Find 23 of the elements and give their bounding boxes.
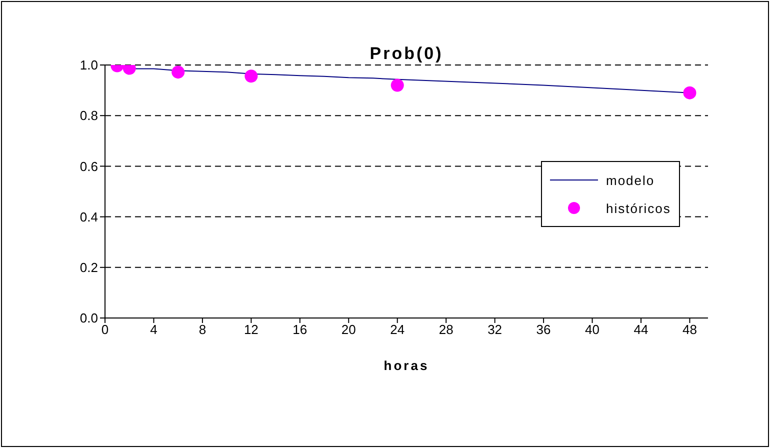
- x-tick-label: 28: [438, 322, 454, 338]
- legend-label: modelo: [606, 172, 655, 188]
- y-tick-label: 0.6: [80, 158, 98, 174]
- x-tick-label: 12: [244, 322, 258, 338]
- x-tick-label: 24: [390, 322, 405, 338]
- x-tick-label: 0: [101, 322, 109, 338]
- legend-label: históricos: [606, 200, 671, 216]
- y-tick-label: 0.8: [80, 108, 98, 124]
- x-tick-label: 32: [488, 322, 502, 338]
- y-tick-label: 0.0: [80, 310, 98, 326]
- x-tick-label: 20: [341, 322, 356, 338]
- x-tick-label: 8: [198, 322, 206, 338]
- x-tick-label: 16: [292, 322, 308, 338]
- x-tick-label: 36: [536, 322, 551, 338]
- x-tick-label: 4: [150, 322, 158, 338]
- y-tick-label: 0.4: [80, 209, 98, 224]
- y-tick-label: 0.2: [80, 260, 98, 276]
- x-tick-label: 44: [634, 322, 648, 338]
- y-tick-label: 1.0: [80, 58, 98, 73]
- x-tick-label: 48: [682, 322, 697, 338]
- chart-title: Prob(0): [368, 44, 444, 64]
- x-tick-label: 40: [585, 322, 600, 338]
- x-axis-title: horas: [384, 358, 430, 373]
